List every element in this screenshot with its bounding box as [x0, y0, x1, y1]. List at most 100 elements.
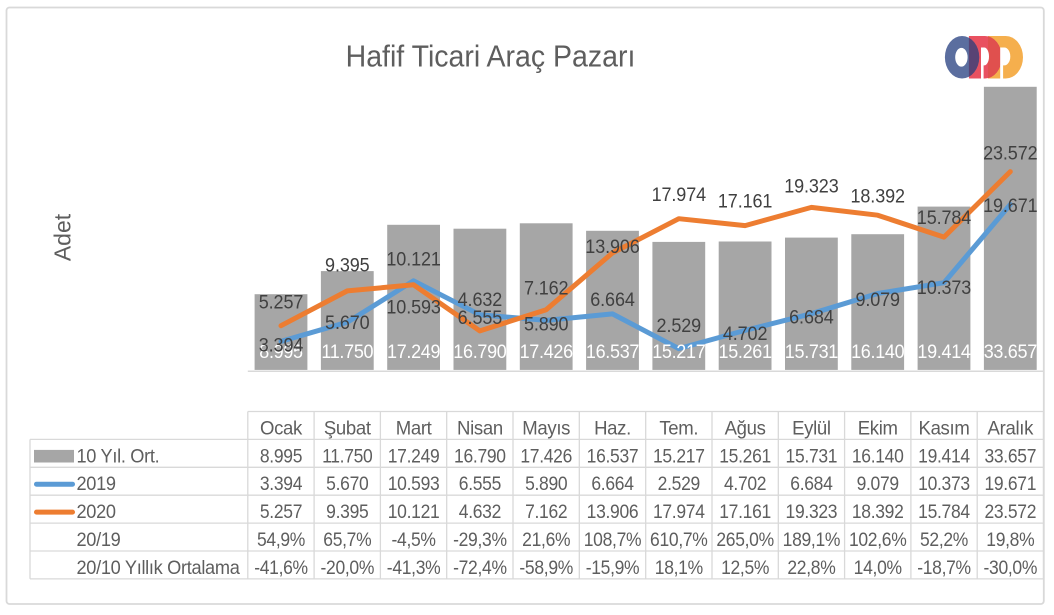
svg-text:20/19: 20/19 [77, 529, 121, 551]
svg-text:6.684: 6.684 [790, 472, 832, 494]
svg-text:18.392: 18.392 [852, 500, 904, 522]
svg-text:4.702: 4.702 [723, 323, 768, 345]
svg-text:13.906: 13.906 [585, 236, 639, 258]
svg-text:13.906: 13.906 [587, 500, 639, 522]
svg-text:5.890: 5.890 [525, 472, 567, 494]
svg-text:15.217: 15.217 [652, 341, 705, 363]
svg-text:4.632: 4.632 [458, 289, 503, 311]
svg-text:Eylül: Eylül [792, 418, 831, 440]
svg-text:2.529: 2.529 [657, 315, 702, 337]
svg-text:9.079: 9.079 [857, 472, 899, 494]
svg-text:5.257: 5.257 [259, 292, 304, 314]
svg-text:17.161: 17.161 [718, 191, 772, 213]
svg-text:16.790: 16.790 [453, 341, 506, 363]
svg-text:Kasım: Kasım [919, 418, 970, 440]
svg-text:Tem.: Tem. [659, 418, 698, 440]
svg-text:10.121: 10.121 [388, 500, 440, 522]
svg-text:15.784: 15.784 [918, 500, 970, 522]
svg-text:2.529: 2.529 [658, 472, 700, 494]
svg-text:108,7%: 108,7% [584, 528, 641, 550]
svg-text:23.572: 23.572 [984, 500, 1036, 522]
svg-text:5.257: 5.257 [260, 500, 302, 522]
svg-text:7.162: 7.162 [524, 278, 569, 300]
svg-text:16.140: 16.140 [851, 341, 904, 363]
svg-text:6.555: 6.555 [459, 472, 501, 494]
svg-text:Şubat: Şubat [324, 418, 372, 440]
svg-text:10.373: 10.373 [917, 277, 971, 299]
svg-text:9.079: 9.079 [855, 289, 900, 311]
svg-text:17.249: 17.249 [387, 341, 440, 363]
svg-text:20/10 Yıllık Ortalama: 20/10 Yıllık Ortalama [77, 557, 241, 579]
svg-text:18.392: 18.392 [850, 186, 904, 208]
svg-text:9.395: 9.395 [325, 255, 370, 277]
svg-text:102,6%: 102,6% [849, 528, 906, 550]
svg-text:265,0%: 265,0% [716, 528, 773, 550]
svg-text:6.555: 6.555 [458, 307, 503, 329]
svg-text:Nisan: Nisan [457, 418, 503, 440]
svg-text:Aralık: Aralık [988, 418, 1034, 440]
svg-text:-30,0%: -30,0% [984, 556, 1038, 578]
svg-text:12,5%: 12,5% [721, 556, 769, 578]
svg-text:19.323: 19.323 [786, 500, 838, 522]
svg-text:2020: 2020 [77, 502, 116, 524]
svg-text:9.395: 9.395 [326, 500, 368, 522]
svg-text:15.261: 15.261 [718, 341, 771, 363]
svg-text:17.426: 17.426 [520, 444, 572, 466]
svg-text:16.537: 16.537 [587, 444, 639, 466]
svg-text:15.731: 15.731 [785, 341, 838, 363]
svg-text:19.414: 19.414 [917, 341, 970, 363]
svg-text:Hafif Ticari Araç Pazarı: Hafif Ticari Araç Pazarı [346, 40, 636, 74]
svg-text:33.657: 33.657 [984, 341, 1037, 363]
svg-text:5.670: 5.670 [325, 312, 370, 334]
svg-text:610,7%: 610,7% [650, 528, 707, 550]
svg-text:3.394: 3.394 [259, 335, 304, 357]
svg-text:Mart: Mart [396, 418, 433, 440]
svg-text:19.323: 19.323 [784, 176, 838, 198]
svg-text:19.414: 19.414 [918, 444, 970, 466]
svg-text:Ekim: Ekim [858, 418, 898, 440]
svg-text:2019: 2019 [77, 474, 116, 496]
svg-text:52,2%: 52,2% [920, 528, 968, 550]
svg-text:15.261: 15.261 [719, 444, 771, 466]
svg-text:10.593: 10.593 [388, 472, 440, 494]
svg-text:6.664: 6.664 [590, 289, 635, 311]
svg-text:17.974: 17.974 [652, 184, 706, 206]
svg-text:-72,4%: -72,4% [453, 556, 507, 578]
svg-text:189,1%: 189,1% [783, 528, 840, 550]
svg-text:10.593: 10.593 [386, 297, 440, 319]
svg-text:8.995: 8.995 [259, 341, 303, 363]
svg-text:19.671: 19.671 [983, 195, 1037, 217]
svg-text:5.890: 5.890 [524, 314, 569, 336]
svg-text:16.537: 16.537 [586, 341, 639, 363]
svg-text:7.162: 7.162 [525, 500, 567, 522]
svg-text:-41,6%: -41,6% [254, 556, 308, 578]
svg-text:5.670: 5.670 [326, 472, 368, 494]
svg-text:65,7%: 65,7% [323, 528, 371, 550]
svg-text:Ağus: Ağus [725, 418, 766, 440]
svg-text:19.671: 19.671 [984, 472, 1036, 494]
svg-text:15.784: 15.784 [917, 207, 971, 229]
svg-text:17.974: 17.974 [653, 500, 705, 522]
svg-text:11.750: 11.750 [322, 444, 372, 466]
svg-text:Mayıs: Mayıs [522, 418, 570, 440]
svg-text:10.373: 10.373 [918, 472, 970, 494]
svg-text:-4,5%: -4,5% [392, 528, 436, 550]
svg-text:Ocak: Ocak [260, 418, 303, 440]
svg-text:22,8%: 22,8% [787, 556, 835, 578]
svg-text:15.731: 15.731 [786, 444, 838, 466]
svg-text:21,6%: 21,6% [522, 528, 570, 550]
svg-text:23.572: 23.572 [983, 143, 1037, 165]
svg-text:3.394: 3.394 [260, 472, 302, 494]
svg-text:10 Yıl. Ort.: 10 Yıl. Ort. [77, 446, 160, 468]
svg-text:17.249: 17.249 [388, 444, 440, 466]
svg-text:6.664: 6.664 [591, 472, 633, 494]
svg-text:54,9%: 54,9% [257, 528, 305, 550]
svg-text:19,8%: 19,8% [986, 528, 1034, 550]
svg-text:11.750: 11.750 [321, 341, 373, 363]
svg-text:15.217: 15.217 [653, 444, 705, 466]
svg-text:-58,9%: -58,9% [519, 556, 573, 578]
svg-text:Adet: Adet [50, 213, 76, 261]
svg-text:16.790: 16.790 [454, 444, 506, 466]
svg-text:-29,3%: -29,3% [453, 528, 507, 550]
svg-text:14,0%: 14,0% [854, 556, 902, 578]
